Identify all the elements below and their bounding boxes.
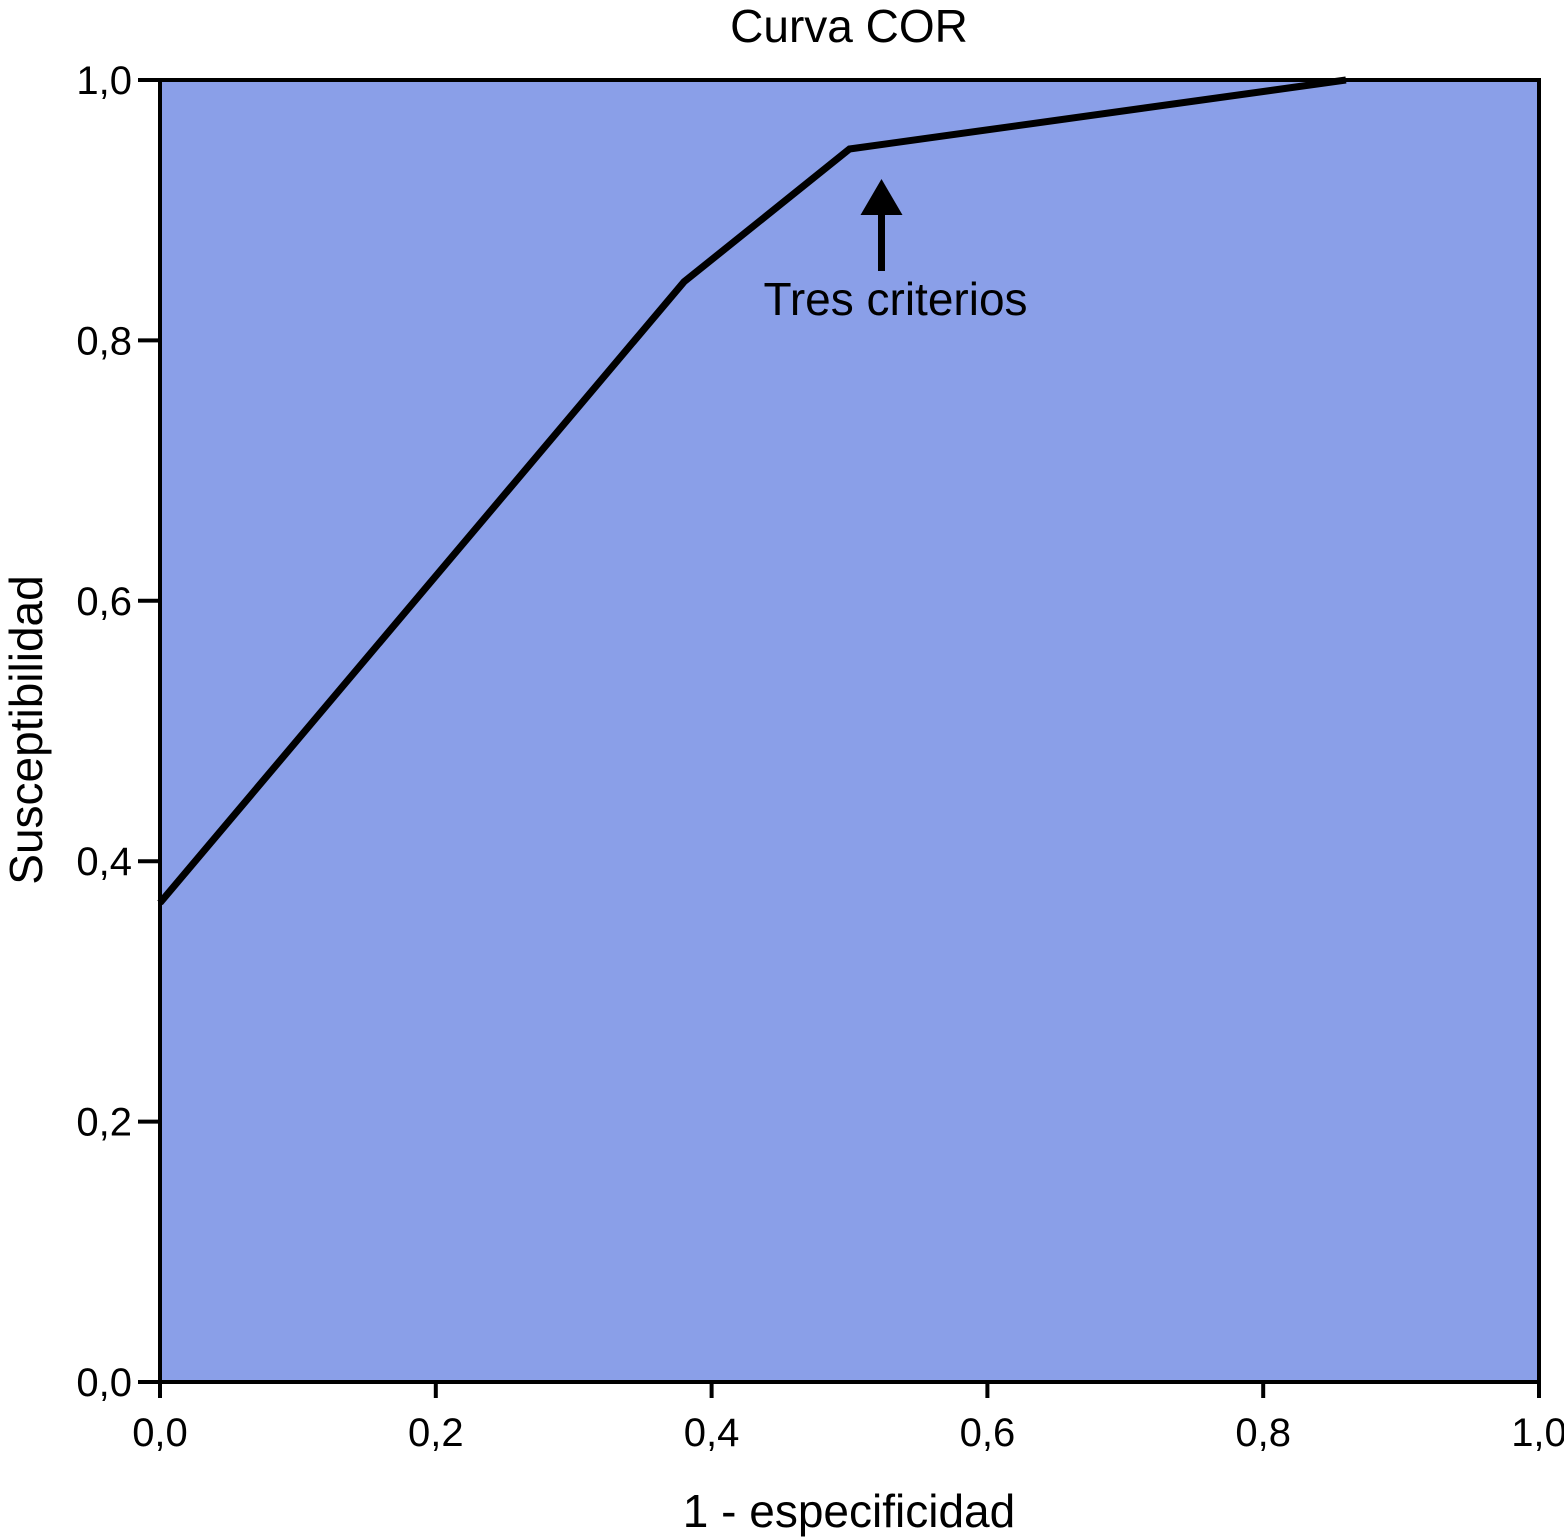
annotation-label: Tres criterios: [763, 273, 1027, 325]
y-tick-label: 1,0: [76, 59, 132, 103]
x-tick-label: 1,0: [1511, 1411, 1564, 1455]
x-tick-label: 0,0: [132, 1411, 188, 1455]
y-axis-title: Susceptibilidad: [0, 575, 52, 884]
x-axis-title: 1 - especificidad: [683, 1485, 1015, 1537]
x-tick-label: 0,6: [960, 1411, 1016, 1455]
chart-title: Curva COR: [730, 0, 968, 52]
plot-frame: [158, 78, 1541, 1384]
x-tick-label: 0,8: [1235, 1411, 1291, 1455]
y-tick-label: 0,4: [76, 840, 132, 884]
x-tick-label: 0,4: [684, 1411, 740, 1455]
x-tick-label: 0,2: [408, 1411, 464, 1455]
roc-curve-line: [157, 76, 1347, 906]
plot-background: [160, 80, 1539, 1382]
y-tick-label: 0,6: [76, 580, 132, 624]
y-tick-label: 0,0: [76, 1361, 132, 1405]
y-tick-label: 0,8: [76, 319, 132, 363]
arrow-up-icon: [860, 179, 903, 216]
y-tick-label: 0,2: [76, 1101, 132, 1145]
